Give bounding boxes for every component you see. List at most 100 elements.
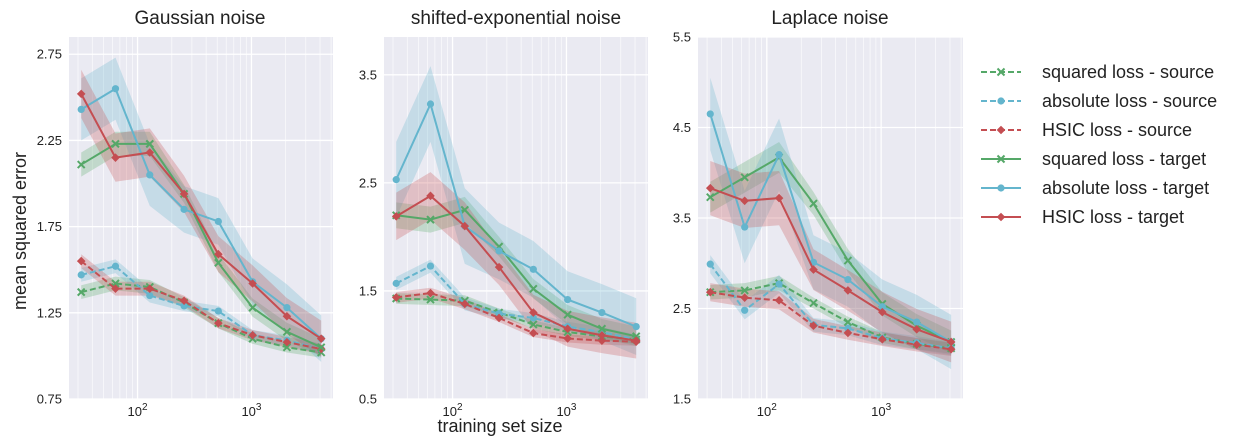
data-point xyxy=(426,295,435,304)
confidence-band xyxy=(81,57,322,362)
legend-item: HSIC loss - target xyxy=(981,207,1184,227)
data-point xyxy=(146,291,154,300)
legend-label: absolute loss - source xyxy=(1042,91,1217,111)
confidence-band xyxy=(396,287,637,346)
legend-marker xyxy=(997,97,1005,105)
legend-label: absolute loss - target xyxy=(1042,178,1209,198)
data-point xyxy=(529,314,537,322)
data-point xyxy=(316,334,326,343)
y-tick-label: 2.5 xyxy=(673,301,691,316)
data-point xyxy=(740,286,749,295)
y-tick-label: 2.25 xyxy=(37,133,62,148)
data-point xyxy=(774,296,784,305)
panel-3: 102 103 1.5 2.5 3.5 4.5 5.5 Laplace noise xyxy=(673,8,963,419)
legend-label: squared loss - source xyxy=(1042,62,1214,82)
y-tick-label: 0.5 xyxy=(359,392,377,407)
data-point xyxy=(77,160,86,169)
confidence-band xyxy=(396,259,637,345)
plot-area xyxy=(391,66,641,359)
legend-item: HSIC loss - source xyxy=(981,120,1192,140)
data-point xyxy=(706,110,714,118)
x-tick-label: 103 xyxy=(871,402,891,419)
legend-item: absolute loss - target xyxy=(981,178,1209,198)
data-point xyxy=(77,287,86,297)
legend-label: HSIC loss - target xyxy=(1042,207,1184,227)
data-point xyxy=(843,328,853,338)
confidence-band xyxy=(710,141,952,354)
confidence-band xyxy=(396,196,637,347)
data-point xyxy=(563,334,572,343)
data-point xyxy=(179,296,189,306)
legend-marker xyxy=(996,67,1006,77)
y-tick-label: 3.5 xyxy=(359,67,377,82)
y-tick-label: 2.5 xyxy=(359,175,377,190)
y-tick-label: 1.5 xyxy=(359,283,377,298)
data-point xyxy=(946,337,956,347)
series-line xyxy=(709,187,952,343)
y-tick-label: 2.75 xyxy=(37,47,62,62)
data-point xyxy=(316,343,326,352)
data-point xyxy=(248,330,257,340)
data-point xyxy=(111,85,120,93)
data-point xyxy=(282,337,292,347)
data-point xyxy=(843,256,853,265)
x-tick-label: 103 xyxy=(556,402,576,419)
data-point xyxy=(180,205,188,213)
data-point xyxy=(706,260,714,268)
data-point xyxy=(145,139,154,149)
series-line xyxy=(395,194,637,342)
y-tick-label: 1.25 xyxy=(37,305,62,320)
confidence-band xyxy=(710,160,952,363)
x-tick-label: 102 xyxy=(128,402,148,419)
data-point xyxy=(391,293,401,302)
confidence-band xyxy=(710,283,952,357)
data-point xyxy=(529,284,538,293)
data-point xyxy=(563,310,572,319)
series-line xyxy=(395,264,637,341)
series-line xyxy=(710,291,952,351)
data-point xyxy=(111,139,120,149)
data-point xyxy=(214,318,223,328)
data-point xyxy=(741,306,749,314)
data-point xyxy=(426,215,435,224)
data-point xyxy=(631,332,641,341)
data-point xyxy=(913,318,921,326)
series-line xyxy=(80,260,322,350)
data-point xyxy=(706,192,715,202)
data-point xyxy=(391,212,401,221)
plot-area xyxy=(705,77,956,370)
data-point xyxy=(283,304,291,312)
series-line xyxy=(396,208,637,338)
data-point xyxy=(740,173,749,182)
confidence-band xyxy=(81,131,322,357)
series-line xyxy=(80,265,322,350)
data-point xyxy=(912,325,922,334)
series-line xyxy=(709,156,952,343)
y-tick-label: 0.75 xyxy=(37,392,62,407)
x-axis-label: training set size xyxy=(437,416,562,436)
confidence-band xyxy=(396,66,637,355)
data-point xyxy=(740,293,749,302)
legend-label: squared loss - target xyxy=(1042,149,1206,169)
legend-marker xyxy=(996,212,1006,222)
panel-title: Gaussian noise xyxy=(135,8,266,29)
data-point xyxy=(426,191,435,201)
data-point xyxy=(494,262,504,272)
data-point xyxy=(145,148,155,157)
panel-1: 102 103 0.75 1.25 1.75 2.25 2.75 Gaussian noise xyxy=(37,8,333,419)
series-line xyxy=(396,297,637,341)
data-point xyxy=(145,284,155,293)
legend-item: squared loss - target xyxy=(981,149,1206,169)
series-line xyxy=(710,282,952,350)
data-point xyxy=(775,280,783,288)
data-point xyxy=(460,221,470,231)
data-point xyxy=(282,311,292,321)
data-point xyxy=(774,193,784,203)
data-point xyxy=(564,295,572,304)
y-axis-label: mean squared error xyxy=(10,152,30,310)
data-point xyxy=(214,258,223,268)
data-point xyxy=(426,262,435,270)
legend-marker xyxy=(997,184,1005,192)
series-line xyxy=(80,87,322,340)
